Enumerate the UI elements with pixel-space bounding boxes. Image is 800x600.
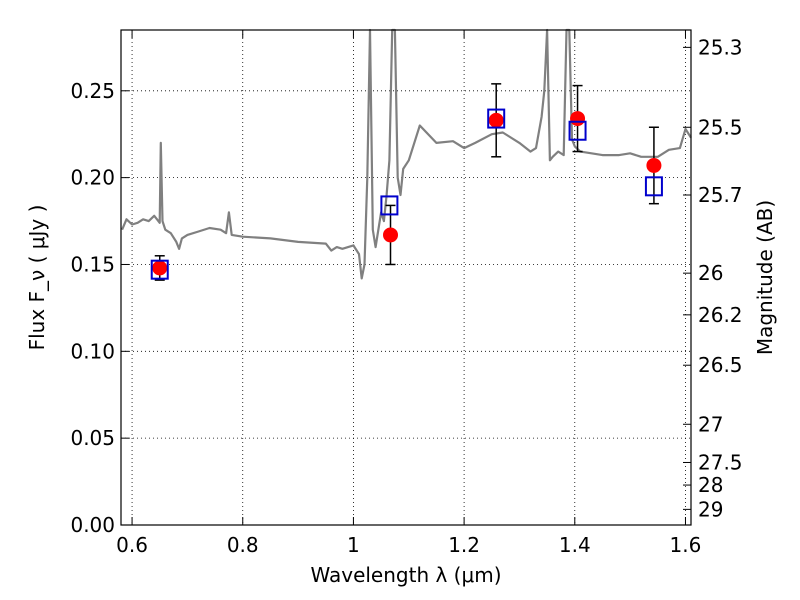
y2-tick-label: 27 <box>698 412 723 436</box>
y2-tick-label: 26.5 <box>698 353 743 377</box>
y2-tick-label: 26.2 <box>698 303 743 327</box>
error-bars-layer <box>154 83 659 281</box>
x-tick-label: 0.6 <box>116 533 148 557</box>
blue-square-point <box>644 176 663 197</box>
y-tick-label: 0.20 <box>70 166 115 190</box>
plot-frame <box>120 29 692 526</box>
y-tick-label: 0.05 <box>70 426 115 450</box>
red-circle-point <box>383 227 399 243</box>
tick-layer: 0.6 0.8 1 1.2 1.4 1.6 0.00 0.05 0.10 0.15 0.20 0.25… <box>70 30 743 557</box>
x-axis-label: Wavelength λ (μm) <box>310 563 501 587</box>
red-circle-point <box>570 111 586 127</box>
y-tick-label: 0.25 <box>70 79 115 103</box>
red-circle-point <box>152 260 168 276</box>
spectrum-line <box>121 28 692 280</box>
grid-lines <box>121 30 691 526</box>
x-tick-label: 0.8 <box>227 533 259 557</box>
data-markers-layer <box>150 108 663 280</box>
y2-tick-label: 29 <box>698 497 723 521</box>
spectrum-line-layer <box>121 28 692 280</box>
x-tick-label: 1.6 <box>670 533 702 557</box>
y2-tick-label: 28 <box>698 473 723 497</box>
blue-square-point <box>150 259 169 280</box>
x-tick-label: 1.2 <box>448 533 480 557</box>
x-tick-label: 1.4 <box>559 533 591 557</box>
y2-tick-label: 25.7 <box>698 183 743 207</box>
x-tick-label: 1 <box>347 533 360 557</box>
y2-tick-label: 27.5 <box>698 450 743 474</box>
blue-square-point <box>568 120 587 141</box>
blue-square-point <box>380 195 399 216</box>
y-tick-label: 0.00 <box>70 513 115 537</box>
y2-tick-label: 25.3 <box>698 35 743 59</box>
y-tick-label: 0.15 <box>70 252 115 276</box>
red-circle-point <box>488 112 504 128</box>
y-axis-label: Flux F_ν ( μJy ) <box>25 205 49 351</box>
y2-axis-label: Magnitude (AB) <box>753 200 777 355</box>
blue-square-point <box>487 108 506 129</box>
y-tick-label: 0.10 <box>70 339 115 363</box>
y2-tick-label: 26 <box>698 261 723 285</box>
y2-tick-label: 25.5 <box>698 115 743 139</box>
red-circle-point <box>646 157 662 173</box>
